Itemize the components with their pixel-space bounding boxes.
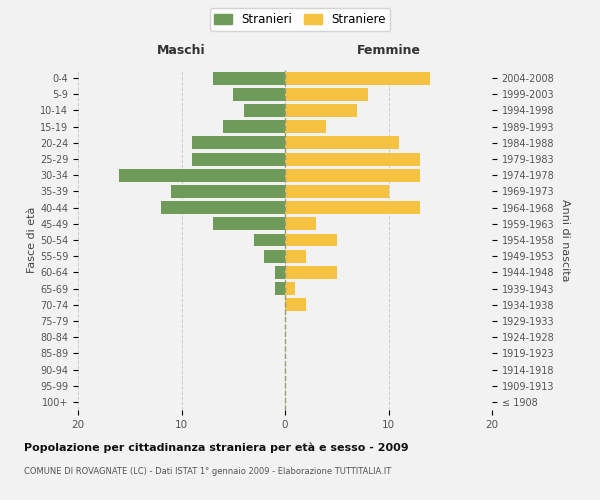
Bar: [285, 152, 419, 166]
Bar: [285, 250, 306, 262]
Bar: [119, 169, 285, 181]
Bar: [285, 185, 389, 198]
Bar: [171, 185, 285, 198]
Bar: [285, 72, 430, 85]
Bar: [192, 136, 285, 149]
Text: COMUNE DI ROVAGNATE (LC) - Dati ISTAT 1° gennaio 2009 - Elaborazione TUTTITALIA.: COMUNE DI ROVAGNATE (LC) - Dati ISTAT 1°…: [24, 468, 391, 476]
Bar: [285, 282, 295, 295]
Y-axis label: Anni di nascita: Anni di nascita: [560, 198, 570, 281]
Bar: [285, 218, 316, 230]
Bar: [285, 136, 399, 149]
Bar: [285, 266, 337, 279]
Bar: [275, 266, 285, 279]
Bar: [285, 201, 419, 214]
Bar: [285, 298, 306, 311]
Bar: [285, 234, 337, 246]
Bar: [285, 88, 368, 101]
Y-axis label: Fasce di età: Fasce di età: [27, 207, 37, 273]
Bar: [233, 88, 285, 101]
Bar: [275, 282, 285, 295]
Text: Popolazione per cittadinanza straniera per età e sesso - 2009: Popolazione per cittadinanza straniera p…: [24, 442, 409, 453]
Bar: [285, 120, 326, 133]
Text: Femmine: Femmine: [356, 44, 421, 57]
Bar: [212, 72, 285, 85]
Bar: [254, 234, 285, 246]
Bar: [192, 152, 285, 166]
Bar: [244, 104, 285, 117]
Bar: [161, 201, 285, 214]
Bar: [223, 120, 285, 133]
Bar: [212, 218, 285, 230]
Bar: [285, 169, 419, 181]
Bar: [285, 104, 358, 117]
Bar: [265, 250, 285, 262]
Legend: Stranieri, Straniere: Stranieri, Straniere: [209, 8, 391, 31]
Text: Maschi: Maschi: [157, 44, 206, 57]
